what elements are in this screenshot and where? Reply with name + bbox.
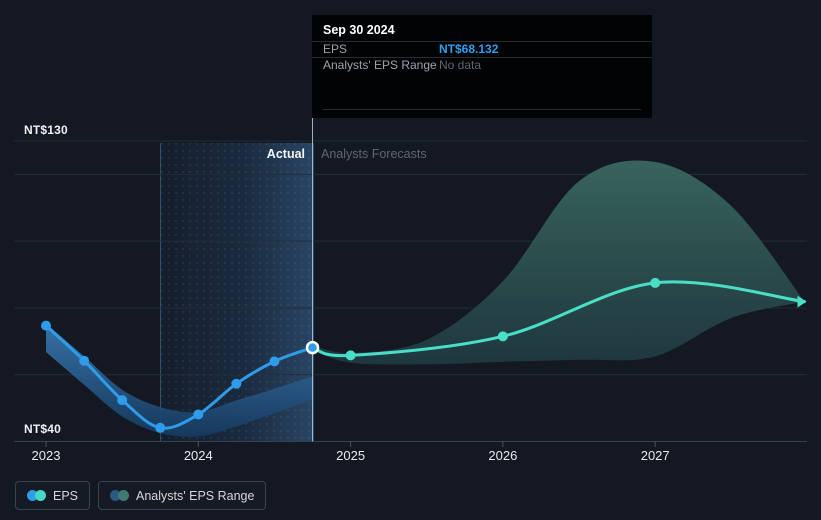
tooltip-row-range: Analysts' EPS Range No data (312, 58, 652, 73)
eps-data-point[interactable] (269, 356, 280, 367)
tooltip-eps-label: EPS (323, 42, 348, 56)
eps-data-point[interactable] (79, 355, 90, 366)
forecast-end-arrow (797, 295, 807, 308)
eps-data-point[interactable] (193, 409, 204, 420)
analyst-range-past-band (46, 323, 313, 437)
x-axis-label-2025: 2025 (336, 448, 366, 463)
tooltip-range-label: Analysts' EPS Range (323, 58, 437, 72)
legend-eps-label: EPS (53, 488, 79, 503)
y-axis-label-top: NT$130 (24, 123, 68, 137)
tooltip-date: Sep 30 2024 (312, 15, 652, 42)
eps-data-point[interactable] (117, 395, 128, 406)
forecast-data-point[interactable] (650, 277, 661, 288)
x-axis-label-2023: 2023 (31, 448, 61, 463)
tooltip-range-value: No data (439, 58, 482, 72)
x-axis-label-2026: 2026 (488, 448, 518, 463)
eps-data-point[interactable] (155, 422, 166, 433)
highlighted-data-point[interactable] (305, 340, 320, 355)
eps-data-point[interactable] (231, 378, 242, 389)
tooltip-divider (323, 109, 641, 110)
forecast-data-point[interactable] (345, 350, 356, 361)
x-axis-label-2024: 2024 (183, 448, 213, 463)
eps-series-color-icon (27, 490, 46, 501)
actual-section-label: Actual (266, 147, 305, 161)
tooltip-eps-value: NT$68.132 (439, 42, 499, 56)
analyst-range-forecast-band (312, 160, 805, 365)
tooltip: Sep 30 2024 EPS NT$68.132 Analysts' EPS … (312, 15, 652, 118)
forecast-data-point[interactable] (497, 331, 508, 342)
range-series-color-icon (110, 490, 130, 501)
forecast-section-label: Analysts Forecasts (321, 147, 427, 161)
legend: EPS Analysts' EPS Range (15, 481, 267, 510)
y-axis-label-bottom: NT$40 (24, 422, 62, 436)
legend-range-button[interactable]: Analysts' EPS Range (98, 481, 267, 510)
legend-range-label: Analysts' EPS Range (136, 488, 255, 503)
x-axis-label-2027: 2027 (640, 448, 670, 463)
tooltip-row-eps: EPS NT$68.132 (312, 42, 652, 58)
eps-data-point[interactable] (41, 320, 51, 331)
legend-eps-button[interactable]: EPS (15, 481, 91, 510)
